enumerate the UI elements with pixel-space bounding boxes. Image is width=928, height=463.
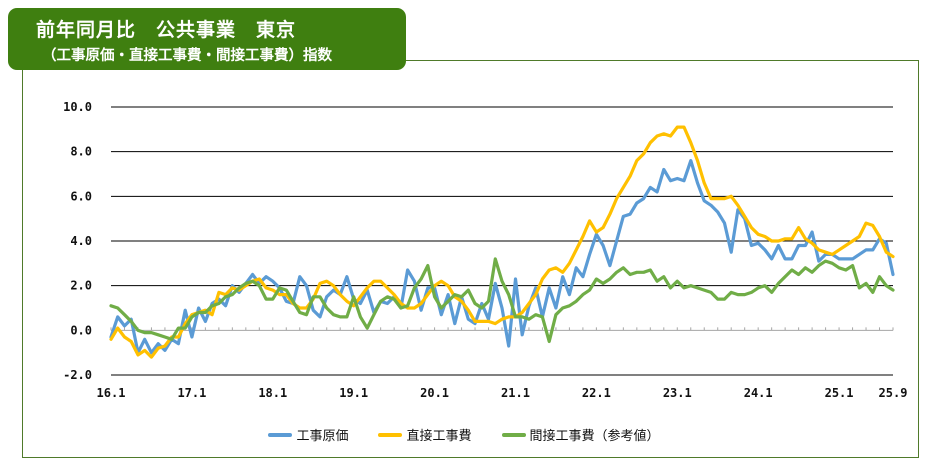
chart-subtitle: （工事原価・直接工事費・間接工事費）指数 xyxy=(42,48,332,64)
x-tick-label: 20.1 xyxy=(420,386,449,400)
x-tick-label: 25.9 xyxy=(879,386,908,400)
y-tick-label: 10.0 xyxy=(63,100,92,114)
x-tick-label: 21.1 xyxy=(501,386,530,400)
x-tick-label: 17.1 xyxy=(177,386,206,400)
series-line xyxy=(109,125,895,359)
chart-title: 前年同月比 公共事業 東京 xyxy=(36,19,297,41)
legend-label: 間接工事費（参考値） xyxy=(529,429,660,444)
y-tick-label: 8.0 xyxy=(70,145,92,159)
x-tick-label: 16.1 xyxy=(97,386,126,400)
x-tick-label: 23.1 xyxy=(663,386,692,400)
x-tick-label: 22.1 xyxy=(582,386,611,400)
y-tick-label: 6.0 xyxy=(70,189,92,203)
title-banner: 前年同月比 公共事業 東京 （工事原価・直接工事費・間接工事費）指数 xyxy=(8,8,406,70)
series-line xyxy=(109,257,895,344)
x-tick-label: 25.1 xyxy=(825,386,854,400)
series-line xyxy=(109,159,895,355)
legend-swatch-green xyxy=(501,432,526,437)
y-tick-label: -2.0 xyxy=(63,368,92,382)
x-tick-label: 24.1 xyxy=(744,386,773,400)
y-tick-label: 4.0 xyxy=(70,234,92,248)
legend: 工事原価 直接工事費 間接工事費（参考値） xyxy=(0,425,928,444)
y-tick-label: 0.0 xyxy=(70,323,92,337)
legend-item-cost: 工事原価 xyxy=(268,425,348,444)
legend-label: 直接工事費 xyxy=(406,429,472,444)
legend-item-indirect: 間接工事費（参考値） xyxy=(501,425,660,444)
x-tick-label: 19.1 xyxy=(339,386,368,400)
legend-label: 工事原価 xyxy=(296,429,349,444)
x-tick-label: 18.1 xyxy=(258,386,287,400)
legend-swatch-yellow xyxy=(378,432,403,437)
legend-swatch-blue xyxy=(268,432,293,437)
y-tick-label: 2.0 xyxy=(70,279,92,293)
legend-item-direct: 直接工事費 xyxy=(378,425,472,444)
chart-frame xyxy=(22,60,919,458)
